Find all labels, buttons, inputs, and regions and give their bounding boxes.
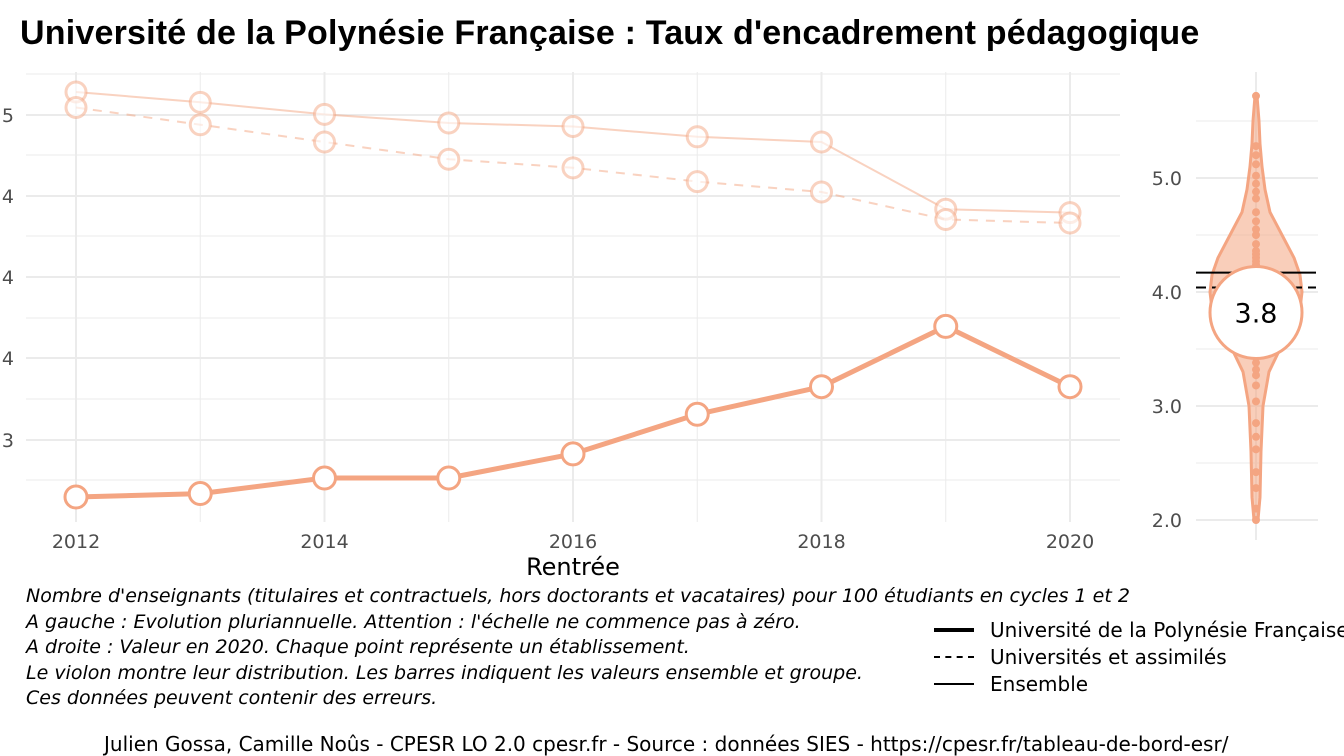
highlight-bubble — [1208, 265, 1304, 361]
data-point — [561, 156, 585, 180]
legend: Université de la Polynésie Française Uni… — [934, 616, 1344, 697]
caption: Nombre d'enseignants (titulaires et cont… — [26, 584, 1130, 712]
data-point — [933, 313, 959, 339]
caption-line: Nombre d'enseignants (titulaires et cont… — [26, 585, 1130, 607]
violin-point — [1252, 225, 1260, 234]
data-point — [684, 401, 710, 427]
data-point — [809, 374, 834, 400]
legend-item-universites-assimiles: Universités et assimilés — [934, 643, 1344, 670]
data-point — [561, 114, 585, 138]
legend-key-solid-line — [934, 682, 974, 685]
violin-point — [1252, 194, 1260, 203]
legend-label: Universités et assimilés — [990, 644, 1227, 669]
violin-point — [1252, 91, 1260, 100]
violin-panel: 2.0 3.0 4.0 5.0 3.8 — [1152, 72, 1318, 540]
data-point — [187, 481, 213, 507]
data-point — [313, 130, 336, 154]
violin-point — [1252, 142, 1260, 151]
violin-point — [1252, 179, 1260, 188]
violin-point — [1252, 419, 1260, 428]
caption-line: Le violon montre leur distribution. Les … — [26, 661, 863, 684]
legend-key-dashed-line — [934, 655, 974, 658]
data-point — [437, 111, 461, 135]
legend-item-ensemble: Ensemble — [934, 670, 1344, 697]
chart-title: Université de la Polynésie Française : T… — [20, 14, 1200, 52]
x-tick-label: 2018 — [797, 531, 845, 553]
violin-point — [1252, 358, 1260, 367]
violin-point — [1252, 371, 1260, 380]
y-tick-label: 4 — [2, 186, 14, 208]
line-chart-panel: 5 4 4 4 3 2012 2014 2016 2018 2020 Rentrée — [2, 72, 1120, 581]
violin-point — [1252, 171, 1260, 180]
data-point — [188, 113, 212, 137]
data-point — [934, 208, 958, 232]
data-point — [685, 125, 709, 149]
violin-point — [1252, 240, 1260, 249]
data-point — [64, 96, 88, 120]
violin-point — [1252, 397, 1260, 406]
data-point — [437, 147, 461, 171]
x-tick-label: 2020 — [1046, 531, 1094, 553]
violin-point — [1252, 160, 1260, 169]
violin-point — [1252, 187, 1260, 196]
data-point — [810, 130, 833, 154]
violin-point — [1252, 432, 1260, 441]
violin-point — [1252, 217, 1260, 226]
violin-point — [1252, 151, 1260, 160]
legend-key-bold-line — [934, 627, 974, 632]
y-tick-label: 2.0 — [1152, 510, 1182, 532]
violin-point — [1252, 445, 1260, 454]
data-point — [1058, 211, 1082, 235]
source-credit: Julien Gossa, Camille Noûs - CPESR LO 2.… — [104, 732, 1229, 756]
legend-label: Université de la Polynésie Française — [990, 617, 1344, 642]
highlight-value-label: 3.8 — [1235, 299, 1278, 330]
caption-line: A gauche : Evolution pluriannuelle. Atte… — [26, 610, 801, 633]
y-tick-label: 4.0 — [1152, 282, 1182, 304]
violin-point — [1252, 246, 1260, 255]
violin-point — [1252, 231, 1260, 239]
data-point — [685, 170, 709, 194]
violin-point — [1252, 365, 1260, 374]
x-tick-label: 2012 — [52, 531, 100, 553]
x-tick-label: 2016 — [549, 531, 597, 553]
data-point — [63, 484, 89, 510]
y-tick-label: 5 — [2, 105, 14, 127]
y-tick-label: 3.0 — [1152, 396, 1182, 418]
x-tick-label: 2014 — [300, 531, 348, 553]
y-tick-label: 5.0 — [1152, 168, 1182, 190]
violin-point — [1252, 468, 1260, 477]
legend-label: Ensemble — [990, 671, 1089, 696]
caption-line: Ces données peuvent contenir des erreurs… — [26, 687, 438, 709]
violin-point — [1252, 504, 1260, 513]
violin-point — [1252, 381, 1260, 390]
violin-point — [1252, 208, 1260, 217]
data-point — [810, 180, 833, 204]
x-axis-title: Rentrée — [526, 553, 620, 581]
legend-item-universite: Université de la Polynésie Française — [934, 616, 1344, 643]
data-point — [560, 441, 586, 467]
data-point — [312, 465, 337, 491]
data-point — [1057, 374, 1083, 400]
violin-point — [1252, 484, 1260, 493]
y-tick-label: 4 — [2, 267, 14, 289]
y-tick-label: 4 — [2, 348, 14, 370]
data-point — [436, 465, 462, 491]
caption-line: A droite : Valeur en 2020. Chaque point … — [26, 636, 690, 658]
y-tick-label: 3 — [2, 430, 14, 452]
data-point — [313, 102, 336, 126]
violin-point — [1252, 516, 1260, 524]
data-point — [188, 90, 212, 114]
